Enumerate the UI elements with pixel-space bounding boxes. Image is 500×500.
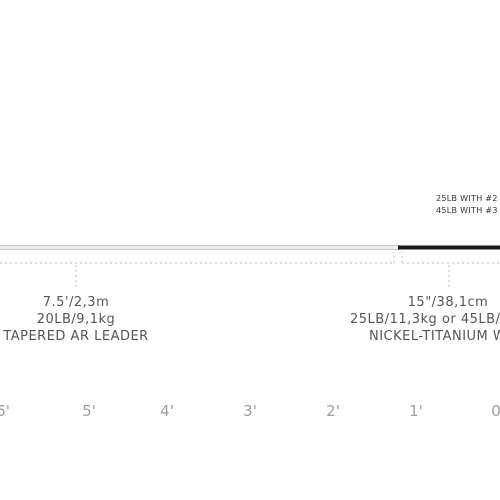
leader-line [0,246,400,249]
tippet-label: 15"/38,1cm 25LB/11,3kg or 45LB/2 NICKEL-… [350,295,500,344]
callout-line-2: 45LB WITH #3 [436,206,498,215]
leader-strength: 20LB/9,1kg [37,312,116,327]
line-assembly [0,245,500,250]
callout-line-1: 25LB WITH #2 [436,194,498,203]
ruler-label-3ft: 3' [243,402,257,420]
ruler-label-2ft: 2' [326,402,340,420]
leader-label: 7.5'/2,3m 20LB/9,1kg TAPERED AR LEADER [2,295,148,344]
tippet-strength: 25LB/11,3kg or 45LB/2 [350,312,500,327]
leader-name: TAPERED AR LEADER [2,329,148,344]
tippet-name: NICKEL-TITANIUM W [369,329,500,344]
ruler-label-4ft: 4' [160,402,174,420]
ruler-label-0: 0 [491,402,500,420]
ruler: 6' 5' 4' 3' 2' 1' 0 [0,402,500,420]
callout: 25LB WITH #2 45LB WITH #3 [436,194,498,215]
dimension-brackets [0,252,500,289]
ruler-label-6ft: 6' [0,402,10,420]
tippet-length: 15"/38,1cm [408,295,489,310]
ruler-label-5ft: 5' [82,402,96,420]
tippet-line [398,245,500,250]
leader-length: 7.5'/2,3m [43,295,109,310]
ruler-label-1ft: 1' [409,402,423,420]
